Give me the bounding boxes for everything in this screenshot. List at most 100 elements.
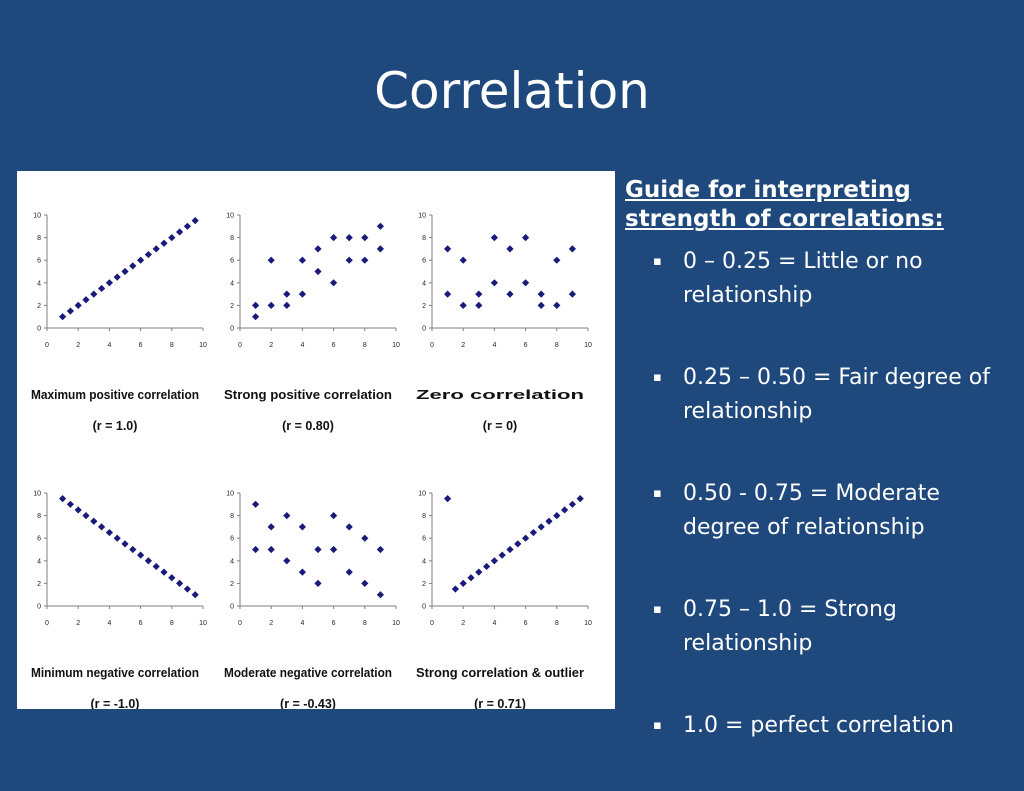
data-point	[160, 239, 168, 247]
data-point	[490, 279, 498, 287]
data-point	[74, 506, 82, 514]
data-point	[553, 256, 561, 264]
data-point	[267, 523, 275, 531]
guide-heading-line: Guide for interpreting	[625, 177, 911, 203]
x-tick-label: 4	[300, 342, 304, 349]
data-point	[176, 579, 184, 587]
data-point	[467, 574, 475, 582]
x-tick-label: 2	[461, 620, 465, 627]
y-tick-label: 0	[37, 326, 41, 333]
data-point	[568, 500, 576, 508]
data-point	[490, 234, 498, 242]
data-point	[298, 256, 306, 264]
y-tick-label: 2	[230, 581, 234, 588]
data-point	[506, 290, 514, 298]
data-point	[314, 579, 322, 587]
data-point	[537, 290, 545, 298]
y-tick-label: 4	[37, 558, 41, 565]
x-tick-label: 0	[45, 342, 49, 349]
data-point	[561, 506, 569, 514]
chart-subtitle: (r = -1.0)	[91, 697, 140, 709]
data-point	[361, 534, 369, 542]
chart-title: Maximum positive correlation	[31, 388, 199, 402]
data-point	[498, 551, 506, 559]
guide-item-text: 0 – 0.25 = Little or no	[683, 249, 923, 274]
data-point	[144, 250, 152, 259]
square-bullet-icon: ▪	[653, 718, 662, 733]
chart-title: Moderate negative correlation	[224, 666, 392, 680]
chart-subtitle: (r = 0)	[483, 419, 517, 433]
data-point	[66, 307, 74, 315]
data-point	[330, 279, 338, 287]
data-point	[82, 512, 90, 520]
data-point	[168, 234, 176, 242]
y-tick-label: 6	[37, 536, 41, 543]
data-point	[129, 545, 137, 554]
x-tick-label: 8	[170, 620, 174, 627]
chart-title: Zero correlation	[416, 388, 584, 402]
y-tick-label: 0	[230, 326, 234, 333]
data-point	[506, 545, 514, 554]
y-tick-label: 8	[422, 235, 426, 242]
data-point	[176, 228, 184, 236]
y-tick-label: 8	[230, 513, 234, 520]
data-point	[459, 256, 467, 264]
x-tick-label: 4	[107, 620, 111, 627]
data-point	[298, 290, 306, 298]
data-point	[330, 512, 338, 520]
correlation-figure-panel: 0 2 4 6 8 10 0 2 4 6 8 10 Maximum positive correlati…	[17, 171, 615, 709]
y-tick-label: 6	[230, 536, 234, 543]
data-point	[183, 222, 191, 230]
data-point	[376, 591, 384, 599]
data-point	[144, 557, 152, 565]
chart-title: Minimum negative correlation	[31, 666, 199, 680]
data-point	[283, 290, 291, 298]
data-point	[475, 568, 483, 576]
data-point	[361, 256, 369, 264]
guide-item-text: 0.50 - 0.75 = Moderate	[683, 481, 940, 506]
y-tick-label: 0	[422, 604, 426, 611]
data-point	[537, 523, 545, 531]
y-tick-label: 10	[418, 491, 426, 498]
scatter-chart: 0 2 4 6 8 10 0 2 4 6 8 10 Zero correlation (r = 0)	[416, 213, 592, 434]
data-point	[298, 523, 306, 531]
data-point	[283, 557, 291, 565]
x-tick-label: 6	[524, 342, 528, 349]
data-point	[137, 256, 145, 264]
guide-item-text: 0.75 – 1.0 = Strong	[683, 597, 897, 622]
data-point	[545, 517, 553, 525]
data-point	[451, 585, 459, 593]
data-point	[475, 301, 483, 309]
guide-box: Guide for interpreting strength of corre…	[625, 176, 1015, 791]
scatter-chart: 0 2 4 6 8 10 0 2 4 6 8 10 Strong positive correlatio…	[224, 213, 400, 434]
data-point	[160, 568, 168, 576]
data-point	[298, 568, 306, 576]
guide-heading-line: strength of correlations:	[625, 206, 944, 232]
guide-item: ▪ 1.0 = perfect correlation	[625, 709, 1015, 743]
x-tick-label: 6	[332, 342, 336, 349]
data-point	[444, 495, 452, 503]
y-tick-label: 10	[33, 491, 41, 498]
x-tick-label: 10	[199, 620, 207, 627]
y-tick-label: 8	[422, 513, 426, 520]
data-point	[459, 301, 467, 309]
chart-subtitle: (r = 1.0)	[93, 419, 138, 433]
data-point	[105, 528, 113, 537]
x-tick-label: 2	[461, 342, 465, 349]
x-tick-label: 8	[555, 620, 559, 627]
x-tick-label: 6	[332, 620, 336, 627]
x-tick-label: 8	[363, 620, 367, 627]
scatter-plots-grid: 0 2 4 6 8 10 0 2 4 6 8 10 Maximum positive correlati…	[31, 213, 592, 710]
scatter-chart: 0 2 4 6 8 10 0 2 4 6 8 10 Strong correlation & outli…	[416, 491, 592, 710]
x-tick-label: 10	[392, 342, 400, 349]
data-point	[330, 234, 338, 242]
x-tick-label: 4	[492, 620, 496, 627]
x-tick-label: 2	[76, 620, 80, 627]
x-tick-label: 8	[555, 342, 559, 349]
y-tick-label: 6	[422, 536, 426, 543]
x-tick-label: 10	[584, 342, 592, 349]
data-point	[121, 540, 129, 548]
data-point	[529, 528, 537, 537]
y-tick-label: 10	[33, 213, 41, 220]
data-point	[191, 217, 199, 225]
